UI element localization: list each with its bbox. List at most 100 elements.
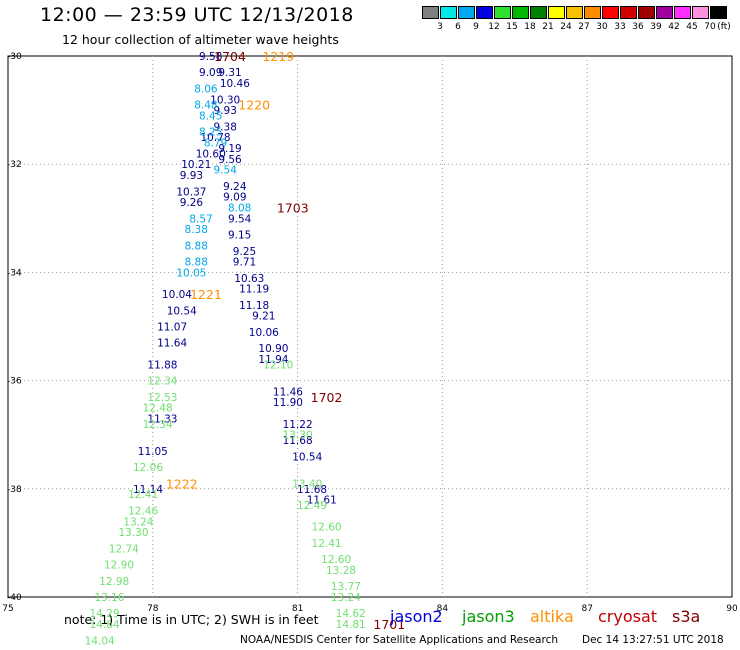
data-label-jason2: 10.30 <box>210 94 240 106</box>
data-label-jason3: 13.30 <box>283 430 313 442</box>
data-label-jason2: 10.04 <box>162 289 192 301</box>
x-tick-label: 87 <box>581 604 592 614</box>
data-label-jason3: 12.41 <box>128 489 158 501</box>
data-label-jason2: 9.26 <box>180 197 204 209</box>
data-label-jason2: 9.56 <box>218 154 242 166</box>
data-label-jason3: 13.28 <box>326 565 356 577</box>
data-label-jason2: 11.88 <box>147 359 177 371</box>
scale-label: 42 <box>668 22 680 32</box>
scale-label: 70 <box>704 22 716 32</box>
scale-swatch <box>440 6 457 19</box>
data-label-jason2: 9.09 <box>199 67 222 79</box>
data-label-altika-light: 8.57 <box>189 213 212 225</box>
x-tick-label: 90 <box>726 604 738 614</box>
data-label-altika-light: 8.45 <box>199 111 222 123</box>
scale-label: 36 <box>632 22 644 32</box>
data-label-jason2: 9.21 <box>252 311 275 323</box>
data-label-jason2: 11.68 <box>283 435 313 447</box>
data-label-jason3: 12.46 <box>128 505 158 517</box>
scale-unit: (ft) <box>717 22 731 32</box>
data-label-jason2: 9.31 <box>218 67 241 79</box>
data-label-jason2: 11.61 <box>307 495 337 507</box>
scale-label: 15 <box>506 22 518 32</box>
legend-altika: altika <box>530 607 574 626</box>
x-tick-label: 75 <box>2 604 13 614</box>
data-label-jason2: 10.21 <box>181 159 211 171</box>
scale-label: 3 <box>437 22 443 32</box>
data-label-jason2: 11.90 <box>273 397 303 409</box>
data-label-jason2: 11.07 <box>157 322 187 334</box>
y-tick-label: -36 <box>7 377 22 387</box>
scale-swatch <box>620 6 637 19</box>
data-label-jason2: 11.64 <box>157 338 187 350</box>
pass-label: 1703 <box>277 200 309 215</box>
data-label-jason2: 11.05 <box>138 446 168 458</box>
chart-title: 12:00 — 23:59 UTC 12/13/2018 <box>40 4 354 26</box>
scale-label: 9 <box>473 22 479 32</box>
scale-swatch <box>422 6 439 19</box>
scale-swatch <box>692 6 709 19</box>
scale-swatch <box>656 6 673 19</box>
data-label-jason2: 11.33 <box>147 413 177 425</box>
scale-swatch <box>476 6 493 19</box>
data-label-jason2: 9.24 <box>223 181 247 193</box>
data-label-altika-light: 8.48 <box>194 100 217 112</box>
legend-s3a: s3a <box>672 607 701 626</box>
data-label-jason3: 12.90 <box>104 560 134 572</box>
data-label-jason3: 12.10 <box>263 359 293 371</box>
data-label-jason3: 13.16 <box>94 592 124 604</box>
data-label-altika-light: 8.25 <box>199 127 222 139</box>
timestamp: Dec 14 13:27:51 UTC 2018 <box>582 634 724 646</box>
data-label-jason2: 11.94 <box>258 354 288 366</box>
data-label-jason3: 12.60 <box>321 554 351 566</box>
pass-label: 1220 <box>238 98 270 113</box>
scale-swatch <box>548 6 565 19</box>
data-label-jason2: 9.54 <box>228 213 252 225</box>
data-label-jason2: 9.71 <box>233 257 256 269</box>
data-label-jason2: 10.54 <box>292 451 322 463</box>
data-label-jason3: 12.41 <box>312 538 342 550</box>
data-label-jason3: 12.98 <box>99 576 129 588</box>
data-label-altika-light: 8.38 <box>185 224 208 236</box>
scale-swatch <box>566 6 583 19</box>
scale-label: 39 <box>650 22 662 32</box>
data-label-altika-light: 8.88 <box>185 240 208 252</box>
data-label-jason3: 14.62 <box>336 608 366 620</box>
pass-label: 1222 <box>166 476 198 491</box>
data-label-jason3: 14.29 <box>90 608 120 620</box>
data-label-jason3: 12.06 <box>133 462 163 474</box>
pass-label: 1702 <box>311 390 343 405</box>
chart-subtitle: 12 hour collection of altimeter wave hei… <box>62 32 339 47</box>
data-label-jason2: 9.58 <box>199 51 222 63</box>
scale-swatch <box>584 6 601 19</box>
data-label-jason2: 9.19 <box>218 143 241 155</box>
data-label-jason3: 14.84 <box>90 619 120 631</box>
data-label-jason3: 13.24 <box>331 592 361 604</box>
pass-label: 1219 <box>262 49 294 64</box>
scale-swatch <box>638 6 655 19</box>
data-label-jason2: 9.15 <box>228 230 251 242</box>
data-label-jason3: 12.74 <box>109 543 139 555</box>
data-label-jason2: 11.22 <box>283 419 313 431</box>
legend-jason2: jason2 <box>390 607 443 626</box>
data-label-jason2: 9.25 <box>233 246 256 258</box>
data-label-jason2: 10.06 <box>249 327 279 339</box>
data-label-altika-light: 9.54 <box>214 165 238 177</box>
data-label-jason3: 13.77 <box>331 581 361 593</box>
scale-swatch <box>710 6 727 19</box>
data-label-jason2: 11.46 <box>273 386 303 398</box>
data-label-jason3: 13.30 <box>118 527 148 539</box>
y-tick-label: -30 <box>7 52 22 62</box>
data-label-jason2: 11.14 <box>133 484 163 496</box>
scale-swatch <box>530 6 547 19</box>
data-label-jason3: 12.34 <box>143 419 173 431</box>
y-tick-label: -38 <box>7 485 22 495</box>
x-tick-label: 84 <box>437 604 449 614</box>
data-label-altika-light: 8.88 <box>185 257 208 269</box>
scale-label: 33 <box>614 22 626 32</box>
data-label-jason2: 10.63 <box>234 273 264 285</box>
data-label-jason2: 10.37 <box>176 186 206 198</box>
data-label-jason2: 9.93 <box>214 105 237 117</box>
data-label-jason3: 14.04 <box>85 635 115 647</box>
